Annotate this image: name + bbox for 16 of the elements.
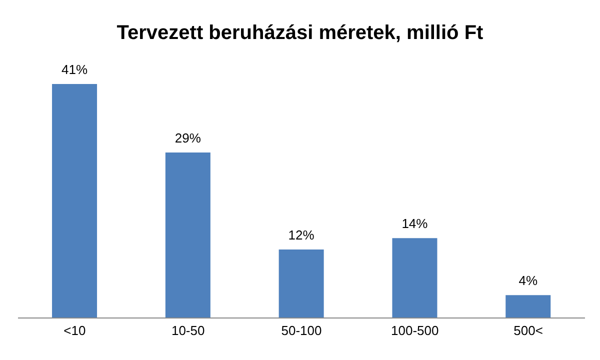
data-label: 4% [518,273,538,288]
x-tick-label: 100-500 [391,323,439,338]
bar [392,238,438,318]
bar [52,84,98,318]
chart-title: Tervezett beruházási méretek, millió Ft [116,22,484,45]
x-tick-label: <10 [64,323,86,338]
x-tick-label: 50-100 [281,323,322,338]
bar [278,250,324,318]
data-label: 14% [402,216,428,232]
data-label: 41% [62,62,88,77]
bar [165,152,210,318]
x-tick-label: 10-50 [171,323,205,338]
data-label: 12% [288,228,315,243]
x-tick-label: 500< [514,323,543,338]
bar [506,295,551,318]
data-label: 29% [174,130,202,146]
